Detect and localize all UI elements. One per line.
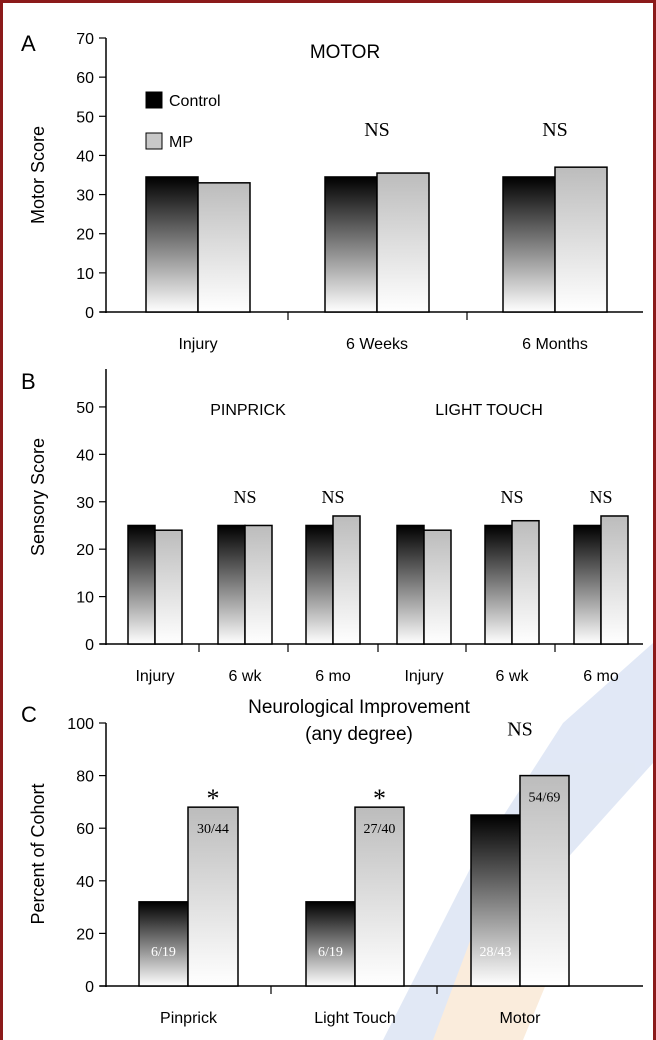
x-tick-label: 6 Months — [522, 336, 588, 353]
y-tick-label: 50 — [76, 109, 94, 126]
bar-mp-c-2 — [519, 774, 570, 987]
x-tick-label: 6 mo — [315, 668, 351, 685]
figure-canvas: A B C 0 10 20 30 40 50 60 70 Motor Score MOTOR Inj… — [21, 31, 653, 1040]
x-tick-label: 6 wk — [229, 668, 263, 685]
x-tick-label: 6 Weeks — [346, 336, 408, 353]
chart-title: Neurological Improvement — [248, 697, 470, 718]
bar-control-a-0 — [145, 176, 199, 313]
y-axis-label: Sensory Score — [28, 438, 48, 556]
bar-data-label: 30/44 — [197, 822, 229, 837]
ns-annotation: NS — [500, 487, 523, 507]
y-tick-label: 40 — [76, 148, 94, 165]
bar-mp-c-1 — [354, 806, 405, 987]
ns-annotation: NS — [233, 487, 256, 507]
x-tick-label: Injury — [178, 336, 217, 353]
x-tick-label: Pinprick — [160, 1010, 218, 1027]
y-tick-label: 50 — [76, 400, 94, 417]
bar-mp-b-1 — [244, 524, 273, 645]
bar-mp-b-5 — [600, 515, 629, 645]
ns-annotation: NS — [589, 487, 612, 507]
panel-c-chart: 0 20 40 60 80 100 Percent of Cohort Neurologica… — [28, 697, 643, 1027]
bar-data-label: 27/40 — [364, 822, 396, 837]
bar-data-label: 28/43 — [480, 945, 512, 960]
panel-a-chart: 0 10 20 30 40 50 60 70 Motor Score MOTOR Injury 6 W… — [28, 31, 643, 353]
significance-asterisk: * — [207, 784, 220, 813]
y-tick-label: 30 — [76, 495, 94, 512]
y-tick-label: 40 — [76, 874, 94, 891]
bar-control-b-3 — [396, 524, 425, 645]
ns-annotation: NS — [507, 719, 533, 741]
bar-mp-b-4 — [511, 519, 540, 645]
x-tick-label: 6 mo — [583, 668, 619, 685]
y-tick-label: 70 — [76, 31, 94, 48]
bar-control-c-1 — [305, 901, 356, 987]
bar-control-b-0 — [127, 524, 156, 645]
panel-b-chart: 0 10 20 30 40 50 Sensory Score PINPRICK LIGHT TO… — [28, 369, 643, 685]
panel-letter-b: B — [21, 369, 36, 394]
ns-annotation: NS — [542, 119, 568, 141]
y-tick-label: 0 — [85, 637, 94, 654]
y-tick-label: 20 — [76, 227, 94, 244]
bar-control-c-0 — [138, 901, 189, 987]
y-tick-label: 20 — [76, 926, 94, 943]
y-tick-label: 20 — [76, 542, 94, 559]
panel-letter-a: A — [21, 31, 36, 56]
legend-label-control: Control — [169, 93, 221, 110]
chart-subtitle: (any degree) — [305, 724, 413, 745]
bar-control-b-5 — [573, 524, 602, 645]
y-axis-label: Motor Score — [28, 126, 48, 224]
y-tick-label: 60 — [76, 821, 94, 838]
y-tick-label: 40 — [76, 447, 94, 464]
bar-data-label: 6/19 — [151, 945, 176, 960]
y-tick-label: 0 — [85, 979, 94, 996]
legend-swatch-control — [145, 91, 163, 109]
bar-control-a-2 — [502, 176, 556, 313]
bar-mp-a-2 — [554, 166, 608, 313]
bar-data-label: 6/19 — [318, 945, 343, 960]
bar-mp-b-2 — [332, 515, 361, 645]
bar-mp-c-0 — [187, 806, 239, 987]
ns-annotation: NS — [364, 119, 390, 141]
x-tick-label: Injury — [404, 668, 443, 685]
y-axis-label: Percent of Cohort — [28, 783, 48, 924]
ns-annotation: NS — [321, 487, 344, 507]
y-tick-label: 0 — [85, 305, 94, 322]
bar-mp-b-0 — [154, 529, 183, 645]
chart-title: MOTOR — [310, 42, 380, 63]
x-tick-label: Light Touch — [314, 1010, 396, 1027]
panel-letter-c: C — [21, 702, 37, 727]
y-tick-label: 10 — [76, 590, 94, 607]
bar-control-c-2 — [470, 814, 521, 987]
x-tick-label: Injury — [135, 668, 174, 685]
bar-mp-b-3 — [423, 529, 452, 645]
y-tick-label: 60 — [76, 70, 94, 87]
x-tick-label: Motor — [500, 1010, 542, 1027]
y-tick-label: 80 — [76, 769, 94, 786]
y-tick-label: 100 — [67, 716, 94, 733]
bar-mp-a-1 — [376, 172, 430, 313]
group-label: LIGHT TOUCH — [435, 402, 543, 419]
significance-asterisk: * — [373, 784, 386, 813]
legend-swatch-mp — [145, 132, 163, 150]
y-tick-label: 10 — [76, 266, 94, 283]
legend: Control MP — [145, 91, 221, 151]
legend-label-mp: MP — [169, 134, 193, 151]
bar-data-label: 54/69 — [529, 791, 561, 806]
y-tick-label: 30 — [76, 188, 94, 205]
group-label: PINPRICK — [210, 402, 286, 419]
bar-control-b-2 — [305, 524, 334, 645]
x-tick-label: 6 wk — [496, 668, 530, 685]
bar-mp-a-0 — [197, 182, 251, 313]
bar-control-b-1 — [217, 524, 246, 645]
bar-control-a-1 — [324, 176, 378, 313]
bar-control-b-4 — [484, 524, 513, 645]
